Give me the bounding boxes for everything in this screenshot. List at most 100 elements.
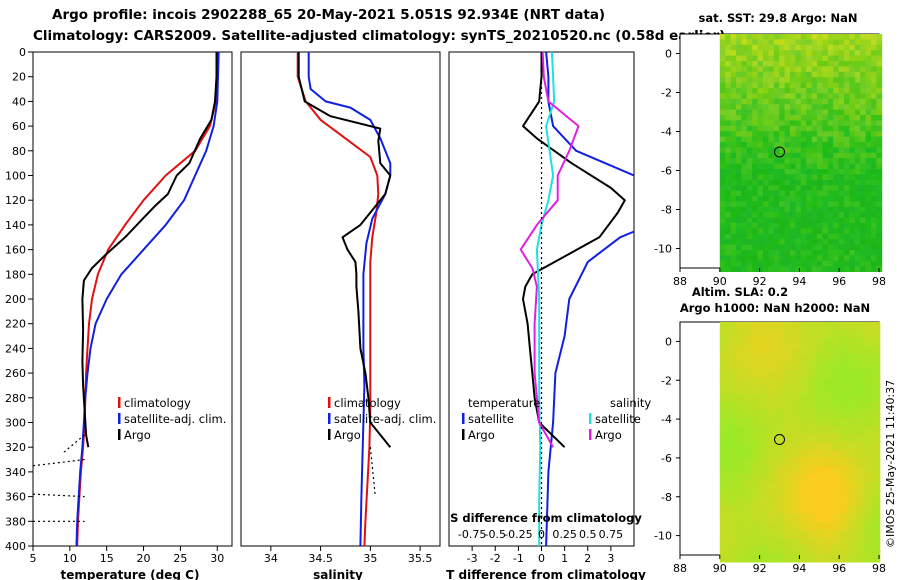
heatmap-cell bbox=[823, 378, 833, 387]
heatmap-cell bbox=[767, 370, 777, 379]
heatmap-cell bbox=[768, 147, 775, 154]
heatmap-cell bbox=[800, 147, 807, 154]
heatmap-cell bbox=[763, 174, 769, 181]
heatmap-cell bbox=[833, 39, 839, 46]
heatmap-cell bbox=[833, 185, 839, 191]
heatmap-cell bbox=[865, 169, 872, 175]
heatmap-cell bbox=[844, 179, 850, 186]
heatmap-cell bbox=[730, 50, 737, 56]
heatmap-cell bbox=[773, 93, 780, 100]
heatmap-cell bbox=[752, 266, 758, 272]
heatmap-cell bbox=[775, 474, 785, 483]
heatmap-cell bbox=[806, 82, 812, 89]
heatmap-cell bbox=[727, 538, 737, 547]
heatmap-cell bbox=[791, 370, 801, 379]
heatmap-cell bbox=[800, 82, 807, 89]
heatmap-cell bbox=[876, 50, 883, 56]
heatmap-cell bbox=[876, 61, 883, 67]
heatmap-cell bbox=[763, 228, 769, 235]
heatmap-cell bbox=[849, 179, 856, 186]
heatmap-cell bbox=[790, 266, 796, 272]
heatmap-cell bbox=[773, 179, 780, 186]
heatmap-cell bbox=[746, 174, 753, 181]
heatmap-cell bbox=[730, 212, 737, 218]
heatmap-cell bbox=[746, 71, 753, 78]
heatmap-cell bbox=[725, 39, 731, 46]
heatmap-cell bbox=[719, 66, 726, 73]
heatmap-cell bbox=[768, 77, 775, 83]
heatmap-cell bbox=[854, 233, 861, 240]
heatmap-cell bbox=[751, 354, 761, 363]
heatmap-cell bbox=[795, 169, 802, 175]
heatmap-cell bbox=[822, 34, 829, 40]
heatmap-cell bbox=[779, 104, 785, 110]
heatmap-cell bbox=[839, 506, 849, 515]
sla-map-subtitle: Argo h1000: NaN h2000: NaN bbox=[680, 301, 870, 315]
heatmap-cell bbox=[799, 386, 809, 395]
heatmap-cell bbox=[795, 206, 802, 213]
heatmap-cell bbox=[719, 482, 729, 491]
heatmap-cell bbox=[863, 474, 873, 483]
heatmap-cell bbox=[811, 223, 818, 229]
heatmap-cell bbox=[822, 163, 829, 170]
heatmap-cell bbox=[827, 196, 834, 202]
heatmap-cell bbox=[860, 223, 866, 229]
heatmap-cell bbox=[767, 546, 777, 555]
heatmap-cell bbox=[719, 346, 729, 355]
heatmap-cell bbox=[871, 514, 881, 523]
heatmap-cell bbox=[773, 206, 780, 213]
heatmap-cell bbox=[811, 82, 818, 89]
heatmap-cell bbox=[823, 426, 833, 435]
heatmap-cell bbox=[827, 250, 834, 256]
heatmap-cell bbox=[849, 98, 856, 105]
heatmap-cell bbox=[746, 260, 753, 267]
heatmap-cell bbox=[767, 338, 777, 347]
heatmap-cell bbox=[727, 418, 737, 427]
heatmap-cell bbox=[736, 142, 742, 148]
heatmap-cell bbox=[863, 546, 873, 555]
heatmap-cell bbox=[831, 554, 841, 563]
heatmap-cell bbox=[783, 322, 793, 331]
legend-label: Argo bbox=[334, 428, 361, 442]
heatmap-cell bbox=[725, 266, 731, 272]
heatmap-cell bbox=[767, 554, 777, 563]
heatmap-cell bbox=[752, 174, 758, 181]
heatmap-cell bbox=[871, 228, 877, 235]
heatmap-cell bbox=[795, 174, 802, 181]
heatmap-cell bbox=[863, 370, 873, 379]
heatmap-cell bbox=[800, 179, 807, 186]
heatmap-cell bbox=[871, 71, 877, 78]
heatmap-cell bbox=[795, 244, 802, 251]
legend-swatch bbox=[462, 413, 465, 424]
heatmap-cell bbox=[735, 482, 745, 491]
heatmap-cell bbox=[817, 169, 823, 175]
heatmap-cell bbox=[767, 466, 777, 475]
heatmap-cell bbox=[833, 190, 839, 197]
heatmap-cell bbox=[790, 179, 796, 186]
heatmap-cell bbox=[719, 169, 726, 175]
heatmap-cell bbox=[725, 201, 731, 208]
heatmap-cell bbox=[833, 131, 839, 137]
heatmap-cell bbox=[822, 179, 829, 186]
heatmap-cell bbox=[768, 98, 775, 105]
heatmap-cell bbox=[831, 434, 841, 443]
heatmap-cell bbox=[752, 244, 758, 251]
heatmap-cell bbox=[815, 354, 825, 363]
heatmap-cell bbox=[743, 322, 753, 331]
heatmap-cell bbox=[795, 125, 802, 132]
heatmap-cell bbox=[839, 362, 849, 371]
heatmap-cell bbox=[784, 169, 791, 175]
heatmap-cell bbox=[759, 522, 769, 531]
heatmap-cell bbox=[746, 50, 753, 56]
heatmap-cell bbox=[784, 66, 791, 73]
heatmap-cell bbox=[838, 125, 845, 132]
heatmap-cell bbox=[817, 66, 823, 73]
heatmap-cell bbox=[790, 82, 796, 89]
heatmap-cell bbox=[730, 93, 737, 100]
heatmap-cell bbox=[833, 66, 839, 73]
heatmap-cell bbox=[773, 142, 780, 148]
heatmap-cell bbox=[727, 522, 737, 531]
heatmap-cell bbox=[784, 190, 791, 197]
heatmap-cell bbox=[799, 482, 809, 491]
heatmap-cell bbox=[757, 212, 764, 218]
